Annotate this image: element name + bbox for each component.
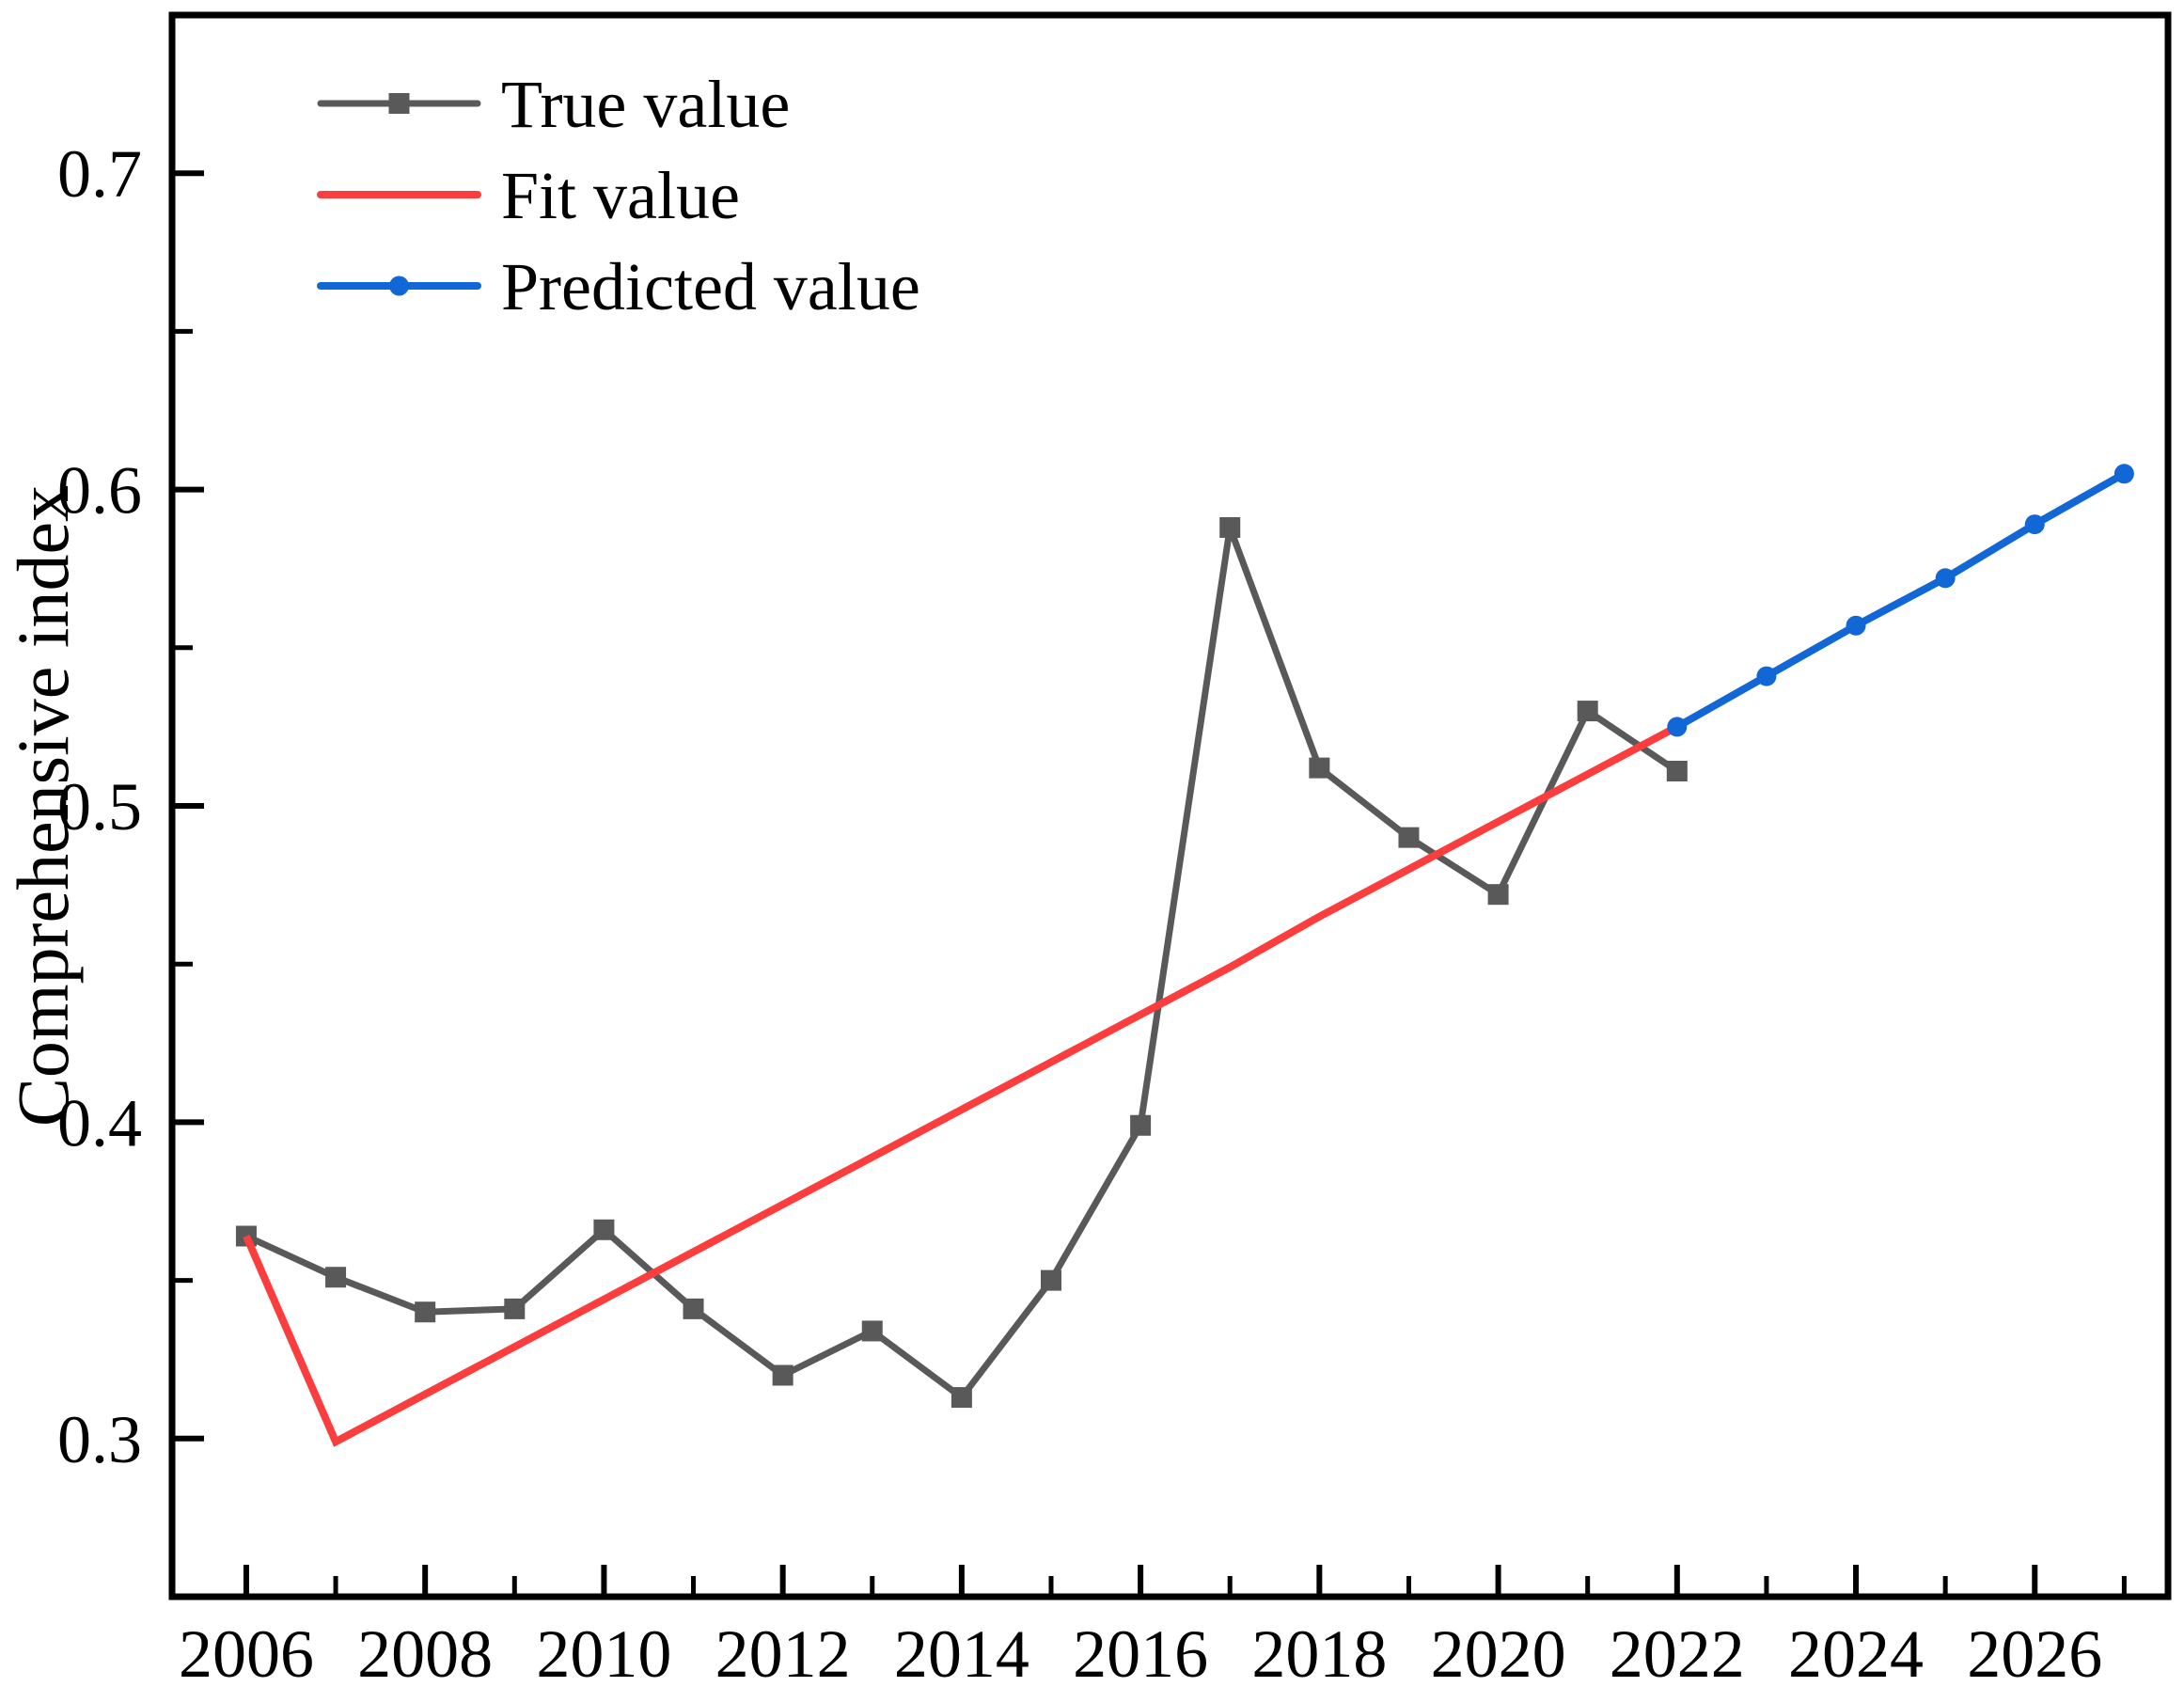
data-point-marker-predicted-value: [1667, 717, 1688, 737]
data-point-marker-predicted-value: [1935, 568, 1956, 589]
x-axis-tick-label: 2014: [894, 1616, 1029, 1682]
plot-border: [168, 11, 2172, 1600]
legend-marker-predicted-value: [389, 276, 409, 296]
x-axis-tick-label: 2026: [1967, 1616, 2102, 1682]
x-axis-tick-label: 2018: [1251, 1616, 1387, 1682]
x-axis-tick-label: 2008: [357, 1616, 493, 1682]
legend-label-fit-value: Fit value: [501, 158, 740, 233]
data-point-marker-predicted-value: [2024, 514, 2045, 535]
y-axis-tick-label: 0.6: [57, 453, 142, 528]
data-point-marker-true-value: [1666, 760, 1688, 781]
data-point-marker-true-value: [593, 1219, 615, 1240]
series-line-fit-value: [243, 723, 1679, 1447]
data-point-marker-true-value: [861, 1320, 883, 1342]
series-line-predicted-value: [1674, 470, 2127, 731]
data-point-marker-true-value: [772, 1364, 793, 1386]
y-axis-tick-label: 0.3: [57, 1402, 142, 1477]
data-point-marker-true-value: [1577, 701, 1598, 722]
data-point-marker-true-value: [504, 1298, 526, 1319]
x-axis-tick-label: 2024: [1788, 1616, 1924, 1682]
series-line-true-value: [244, 526, 1679, 1402]
data-point-marker-true-value: [1309, 757, 1330, 779]
data-point-marker-true-value: [951, 1387, 972, 1409]
data-point-marker-true-value: [415, 1301, 436, 1323]
x-axis-tick-label: 2016: [1073, 1616, 1208, 1682]
x-axis-tick-label: 2012: [715, 1616, 851, 1682]
y-axis-title: Comprehensive index: [2, 485, 84, 1127]
data-point-marker-predicted-value: [1846, 615, 1866, 636]
x-axis-tick-label: 2020: [1431, 1616, 1566, 1682]
y-axis-tick-label: 0.7: [57, 136, 142, 212]
data-point-marker-true-value: [1130, 1114, 1152, 1136]
legend-label-predicted-value: Predicted value: [501, 249, 920, 324]
y-axis-tick-label: 0.4: [57, 1085, 142, 1160]
x-axis-tick-label: 2010: [536, 1616, 671, 1682]
y-axis-tick-label: 0.5: [57, 769, 142, 844]
data-point-marker-predicted-value: [2113, 464, 2134, 484]
legend-label-true-value: True value: [501, 67, 790, 142]
data-point-marker-true-value: [1487, 884, 1509, 906]
x-axis-tick-label: 2006: [179, 1616, 314, 1682]
data-point-marker-predicted-value: [1756, 666, 1777, 686]
data-point-marker-true-value: [683, 1298, 704, 1319]
data-point-marker-true-value: [325, 1267, 347, 1288]
legend-marker-true-value: [388, 93, 410, 114]
data-point-marker-true-value: [1398, 827, 1420, 848]
x-axis-tick-label: 2022: [1610, 1616, 1745, 1682]
data-point-marker-true-value: [1219, 516, 1241, 538]
data-point-marker-true-value: [1040, 1269, 1061, 1291]
